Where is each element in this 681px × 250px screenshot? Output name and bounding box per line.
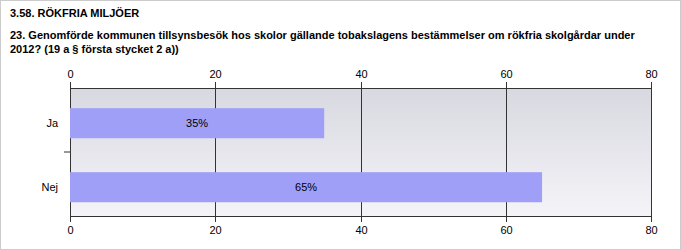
category-label: Ja [46, 117, 59, 129]
tick-label: 0 [67, 224, 73, 236]
tick [506, 82, 507, 88]
grid-line [651, 88, 652, 216]
tick-label: 80 [645, 224, 657, 236]
tick-label: 40 [355, 224, 367, 236]
category-tick [64, 152, 70, 153]
tick [70, 82, 71, 88]
tick-label: 20 [209, 224, 221, 236]
chart: 3.58. RÖKFRIA MILJÖER 23. Genomförde komm… [0, 0, 681, 250]
title: 3.58. RÖKFRIA MILJÖER [10, 7, 139, 19]
tick-label: 60 [500, 68, 512, 80]
axis-line [70, 216, 651, 217]
subtitle-line: 2012? (19 a § första stycket 2 a)) [10, 43, 179, 55]
tick [651, 216, 652, 222]
tick-label: 40 [355, 68, 367, 80]
tick [651, 82, 652, 88]
axis-line [70, 88, 651, 89]
bars [70, 108, 542, 202]
tick [361, 82, 362, 88]
bar [70, 108, 324, 138]
tick-label: 60 [500, 224, 512, 236]
bar [70, 172, 542, 202]
labels: Ja 35% Nej 65% [41, 117, 317, 193]
subtitle: 23. Genomförde kommunen tillsynsbesök ho… [10, 29, 635, 55]
data-label: 35% [186, 117, 208, 129]
tick-label: 80 [645, 68, 657, 80]
subtitle-line: 23. Genomförde kommunen tillsynsbesök ho… [10, 29, 635, 41]
data-label: 65% [295, 181, 317, 193]
tick [215, 82, 216, 88]
plot-area [70, 88, 651, 216]
frame [1, 1, 681, 250]
tick-label: 20 [209, 68, 221, 80]
tick-label: 0 [67, 68, 73, 80]
category-label: Nej [41, 181, 58, 193]
